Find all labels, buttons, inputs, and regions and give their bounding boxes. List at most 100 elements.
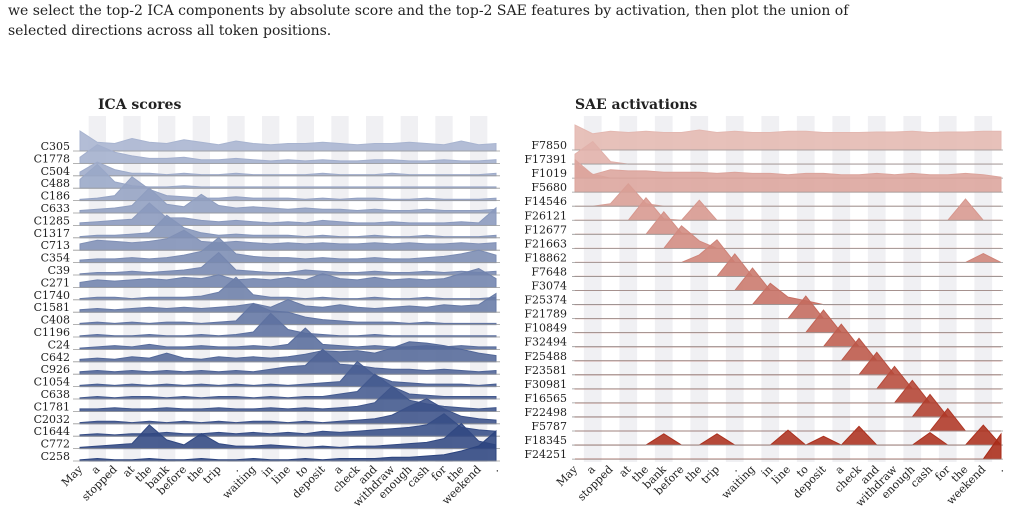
ridge <box>575 267 1001 291</box>
row-label: C271 <box>41 276 70 289</box>
column-band <box>974 116 993 462</box>
row-label: C39 <box>48 264 70 277</box>
column-band <box>867 116 886 462</box>
row-label: F30981 <box>524 378 567 391</box>
ridge <box>574 253 1002 277</box>
row-label: F18862 <box>524 251 567 264</box>
ridge <box>574 365 1002 390</box>
row-label: F25374 <box>524 294 567 307</box>
column-band <box>654 116 673 462</box>
ridge <box>79 268 497 288</box>
row-label: F5787 <box>531 420 567 433</box>
row-label: F10849 <box>524 322 567 335</box>
ridge <box>79 422 497 450</box>
ridge <box>79 229 497 251</box>
row-label: F32494 <box>524 336 567 349</box>
row-label: F12677 <box>524 223 567 236</box>
row-label: F7648 <box>531 265 567 278</box>
ridge <box>575 351 1001 376</box>
row-label: C258 <box>41 450 70 463</box>
column-band <box>331 116 349 462</box>
x-tick-label: line <box>269 463 293 487</box>
row-label: C1778 <box>34 152 70 165</box>
ridge <box>574 225 1002 249</box>
row-label: C926 <box>41 363 70 376</box>
row-label: C642 <box>41 351 70 364</box>
column-band <box>400 116 418 462</box>
row-label: F18345 <box>524 434 567 447</box>
row-label: F26121 <box>524 209 567 222</box>
ridge <box>575 379 1001 404</box>
row-label: F14546 <box>524 195 567 208</box>
row-label: C504 <box>41 165 70 178</box>
ridge <box>79 312 497 338</box>
row-label: C1740 <box>34 289 70 302</box>
row-label: F5680 <box>531 181 567 194</box>
row-label: C488 <box>41 177 70 190</box>
row-label: F17391 <box>524 153 567 166</box>
ridge <box>575 239 1002 263</box>
ridge <box>79 202 497 226</box>
column-band <box>938 116 957 462</box>
chart-title: SAE activations <box>575 97 697 113</box>
row-label: C713 <box>41 239 70 252</box>
row-label: F3074 <box>531 280 567 293</box>
ridge <box>574 124 1002 151</box>
row-label: F7850 <box>531 139 567 152</box>
column-band <box>262 116 280 462</box>
chart-title: ICA scores <box>98 97 181 113</box>
ridge <box>79 130 497 152</box>
row-label: C24 <box>48 338 70 351</box>
x-tick-label: line <box>769 463 793 487</box>
column-band <box>903 116 922 462</box>
x-tick-label: . <box>229 463 241 475</box>
column-band <box>435 116 453 462</box>
x-tick-label: May <box>59 462 86 489</box>
row-label: C1644 <box>34 425 70 438</box>
caption-line: selected directions across all token pos… <box>8 23 332 39</box>
ridge <box>79 276 497 301</box>
column-band <box>796 116 815 462</box>
row-label: F21789 <box>524 308 567 321</box>
row-label: C638 <box>41 388 70 401</box>
column-band <box>470 116 488 462</box>
x-tick-label: stopped <box>575 463 616 504</box>
ridge <box>79 429 497 462</box>
ridge <box>79 176 497 202</box>
ridge <box>574 158 1002 193</box>
x-tick-label: waiting <box>220 463 259 502</box>
row-label: F24251 <box>524 448 567 461</box>
x-tick-label: . <box>994 463 1006 475</box>
ridge <box>79 348 497 375</box>
ridge <box>79 398 497 425</box>
row-label: C1781 <box>34 400 70 413</box>
row-label: C1581 <box>34 301 70 314</box>
ridge <box>574 337 1002 362</box>
ridge <box>79 327 497 350</box>
ridge <box>79 385 497 412</box>
column-band <box>296 116 314 462</box>
row-label: C408 <box>41 314 70 327</box>
caption-line: we select the top-2 ICA components by ab… <box>8 3 849 19</box>
row-label: C1317 <box>34 227 70 240</box>
row-label: C354 <box>41 252 70 265</box>
column-band <box>583 116 602 462</box>
row-label: C305 <box>41 140 70 153</box>
x-tick-label: May <box>554 462 581 489</box>
row-label: F23581 <box>524 364 567 377</box>
row-label: F21663 <box>524 237 567 250</box>
ridge <box>79 251 497 276</box>
row-label: C186 <box>41 190 70 203</box>
row-label: C772 <box>41 438 70 451</box>
ridge <box>79 144 497 164</box>
column-band <box>690 116 709 462</box>
row-label: F25488 <box>524 350 567 363</box>
ridge <box>574 309 1002 334</box>
row-label: C633 <box>41 202 70 215</box>
ridge <box>79 360 497 388</box>
row-label: C2032 <box>34 413 70 426</box>
row-label: C1054 <box>34 376 70 389</box>
x-tick-label: trip <box>200 463 224 487</box>
